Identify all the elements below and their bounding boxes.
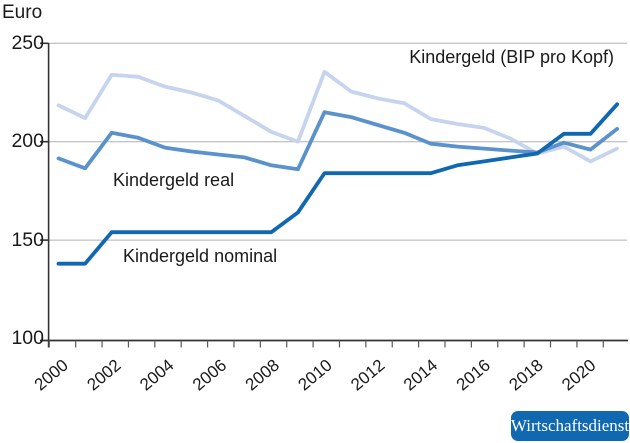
y-tick-label-150: 150 <box>11 229 44 251</box>
x-tick-label-2006: 2006 <box>189 356 230 395</box>
x-tick-label-2002: 2002 <box>83 356 124 395</box>
series-label-nominal: Kindergeld nominal <box>123 246 278 266</box>
x-tick-label-2012: 2012 <box>347 356 388 395</box>
x-tick-label-2010: 2010 <box>294 356 335 395</box>
x-tick-label-2014: 2014 <box>400 356 441 395</box>
x-tick-label-2008: 2008 <box>242 356 283 395</box>
series-label-bip-pro-kopf: Kindergeld (BIP pro Kopf) <box>409 47 614 67</box>
y-tick-label-250: 250 <box>11 32 44 54</box>
wirtschaftsdienst-badge[interactable]: Wirtschaftsdienst <box>511 411 629 441</box>
y-axis-title: Euro <box>2 2 43 23</box>
series-line-kindergeld-real <box>56 110 619 172</box>
y-tick-label-100: 100 <box>11 327 44 349</box>
series-line-kindergeld-nominal <box>56 102 619 266</box>
x-tick-label-2016: 2016 <box>453 356 494 395</box>
x-tick-label-2020: 2020 <box>558 356 599 395</box>
y-tick-label-200: 200 <box>11 130 44 152</box>
series-line-kindergeld-bip-pro-kopf <box>56 69 619 164</box>
series-label-real: Kindergeld real <box>113 170 235 190</box>
x-tick-label-2018: 2018 <box>506 356 547 395</box>
x-tick-label-2000: 2000 <box>31 356 72 395</box>
x-tick-label-2004: 2004 <box>136 356 177 395</box>
